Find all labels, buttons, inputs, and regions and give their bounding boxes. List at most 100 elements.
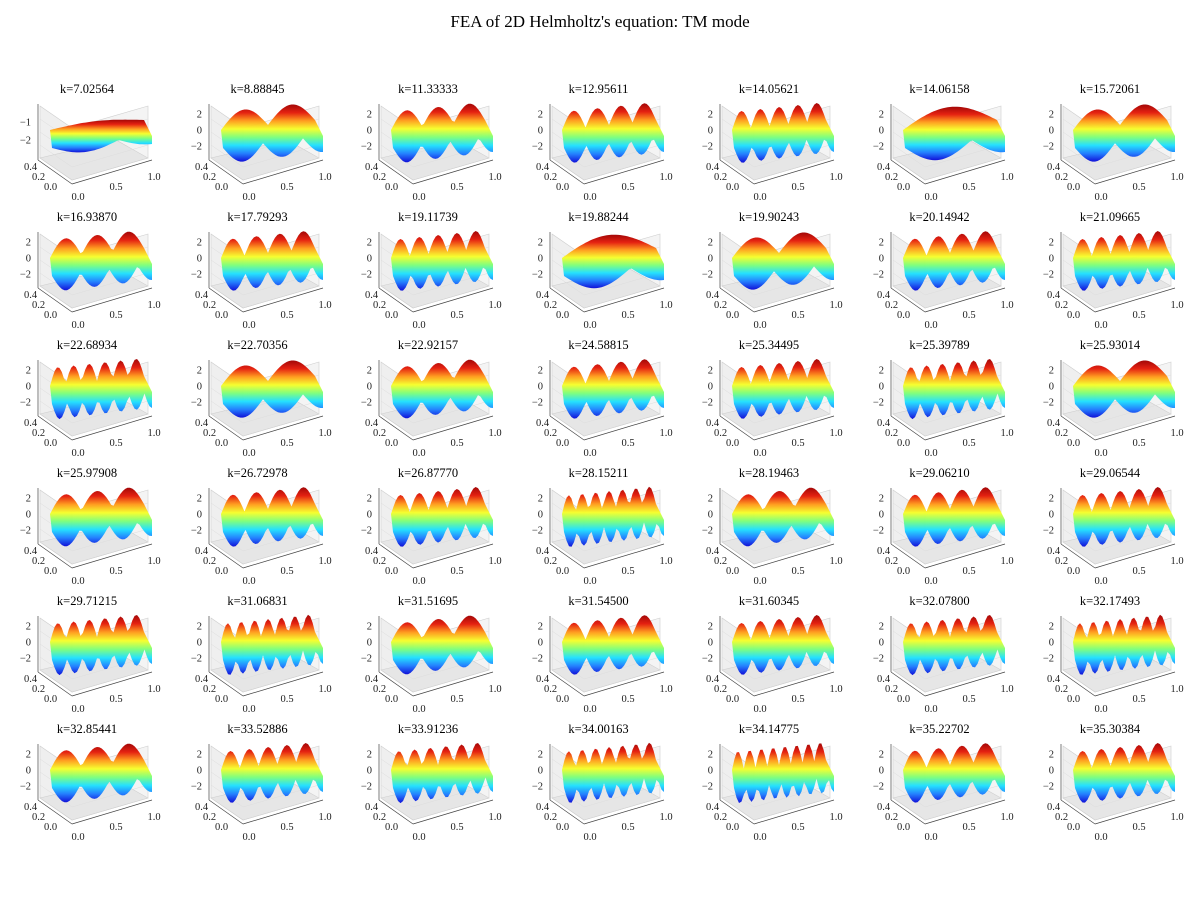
z-tick-label: 2 — [26, 494, 31, 505]
y-axis-line — [37, 287, 73, 313]
y-tick-label: 0.4 — [1047, 546, 1061, 557]
panel-title: k=8.88845 — [230, 82, 285, 96]
y-tick-label: 0.0 — [556, 310, 569, 321]
panel-title: k=16.93870 — [56, 210, 118, 224]
x-axis-line — [753, 415, 835, 441]
pane-gridline — [39, 272, 73, 296]
y-tick-label: 0.4 — [706, 290, 720, 301]
y-tick-label: 0.2 — [32, 556, 45, 567]
x-tick-label: 0.0 — [71, 192, 84, 203]
z-tick-label: −2 — [702, 782, 713, 793]
pane-gridline — [39, 528, 73, 552]
panel-title: k=31.60345 — [738, 594, 800, 608]
x-axis-line — [583, 415, 664, 441]
x-tick-label: 0.5 — [791, 310, 804, 321]
pane-gridline — [71, 144, 149, 168]
z-tick-label: −2 — [361, 526, 372, 537]
z-tick-label: −1 — [20, 118, 31, 129]
z-tick-label: 0 — [537, 766, 542, 777]
x-axis-line — [412, 159, 494, 185]
panel-title: k=22.68934 — [56, 338, 118, 352]
surface-panel: k=17.79293 2 0 −2 0.0 0.2 0.4 0.0 0.5 1.0 — [183, 210, 353, 340]
y-tick-label: 0.2 — [373, 172, 386, 183]
x-tick-label: 1.0 — [1170, 428, 1183, 439]
panel-title: k=31.54500 — [568, 594, 629, 608]
z-tick-label: −2 — [872, 526, 883, 537]
panel-title: k=19.90243 — [738, 210, 800, 224]
z-tick-label: 2 — [26, 622, 31, 633]
y-tick-label: 0.0 — [44, 438, 57, 449]
z-tick-label: 2 — [708, 494, 713, 505]
pane-gridline — [892, 272, 925, 296]
x-axis-line — [753, 159, 835, 185]
y-tick-label: 0.0 — [726, 438, 739, 449]
pane-gridline — [380, 144, 414, 168]
z-tick-label: 0 — [878, 766, 883, 777]
z-tick-label: 2 — [1049, 750, 1054, 761]
pane-gridline — [1062, 144, 1096, 168]
x-tick-label: 0.5 — [621, 182, 634, 193]
x-tick-label: 0.0 — [753, 192, 766, 203]
y-tick-label: 0.0 — [385, 182, 398, 193]
y-tick-label: 0.4 — [24, 162, 38, 173]
x-tick-label: 0.5 — [962, 310, 975, 321]
surface-3d-axes: 20−20.00.20.40.00.51.0 — [1043, 231, 1184, 331]
y-tick-label: 0.2 — [203, 172, 216, 183]
surface-3d-axes: 20−20.00.20.40.00.51.0 — [20, 359, 161, 459]
x-tick-label: 0.0 — [71, 704, 84, 715]
surface-mesh — [902, 106, 1005, 161]
y-tick-label: 0.4 — [365, 802, 379, 813]
y-tick-label: 0.2 — [885, 172, 898, 183]
pane-gridline — [551, 400, 584, 424]
x-tick-label: 0.5 — [621, 694, 634, 705]
y-tick-label: 0.4 — [706, 674, 720, 685]
y-tick-label: 0.0 — [44, 566, 57, 577]
surface-3d-axes: 20−20.00.20.40.00.51.0 — [361, 743, 502, 843]
y-axis-line — [890, 671, 925, 697]
surface-mesh — [391, 231, 493, 291]
x-axis-line — [924, 287, 1005, 313]
y-axis-line — [890, 287, 925, 313]
x-tick-label: 1.0 — [829, 556, 842, 567]
z-tick-label: −2 — [20, 398, 31, 409]
y-tick-label: 0.4 — [195, 290, 209, 301]
x-tick-label: 1.0 — [829, 300, 842, 311]
y-tick-label: 0.2 — [32, 428, 45, 439]
y-tick-label: 0.2 — [32, 684, 45, 695]
z-tick-label: 0 — [367, 126, 372, 137]
y-tick-label: 0.2 — [32, 300, 45, 311]
surface-mesh — [50, 359, 152, 420]
z-tick-label: 2 — [26, 750, 31, 761]
z-tick-label: 2 — [708, 110, 713, 121]
x-tick-label: 0.5 — [962, 694, 975, 705]
z-tick-label: −2 — [702, 142, 713, 153]
z-tick-label: −2 — [702, 526, 713, 537]
surface-panel: k=34.00163 2 0 −2 0.0 0.2 0.4 0.0 0.5 1.0 — [524, 722, 694, 852]
y-tick-label: 0.0 — [1067, 694, 1080, 705]
surface-mesh — [732, 359, 834, 419]
x-tick-label: 1.0 — [318, 428, 331, 439]
surface-3d-axes: 20−20.00.20.40.00.51.0 — [361, 615, 502, 715]
x-axis-line — [924, 799, 1005, 825]
y-tick-label: 0.0 — [1067, 822, 1080, 833]
x-tick-label: 1.0 — [659, 812, 672, 823]
y-tick-label: 0.2 — [885, 556, 898, 567]
x-tick-label: 1.0 — [829, 428, 842, 439]
y-tick-label: 0.4 — [877, 418, 891, 429]
x-tick-label: 0.5 — [450, 822, 463, 833]
x-tick-label: 0.5 — [109, 310, 122, 321]
x-tick-label: 0.5 — [962, 566, 975, 577]
y-tick-label: 0.2 — [1055, 812, 1068, 823]
surface-3d-axes: 20−20.00.20.40.00.51.0 — [702, 103, 843, 203]
x-tick-label: 1.0 — [318, 812, 331, 823]
y-tick-label: 0.4 — [536, 546, 550, 557]
z-tick-label: 0 — [878, 254, 883, 265]
surface-mesh — [561, 486, 664, 547]
z-tick-label: −2 — [702, 270, 713, 281]
surface-panel: k=25.97908 2 0 −2 0.0 0.2 0.4 0.0 0.5 1.0 — [12, 466, 182, 596]
surface-3d-axes: 20−20.00.20.40.00.51.0 — [1043, 743, 1184, 843]
y-tick-label: 0.2 — [544, 812, 557, 823]
y-axis-line — [378, 671, 414, 697]
y-tick-label: 0.4 — [365, 418, 379, 429]
x-tick-label: 0.0 — [71, 320, 84, 331]
